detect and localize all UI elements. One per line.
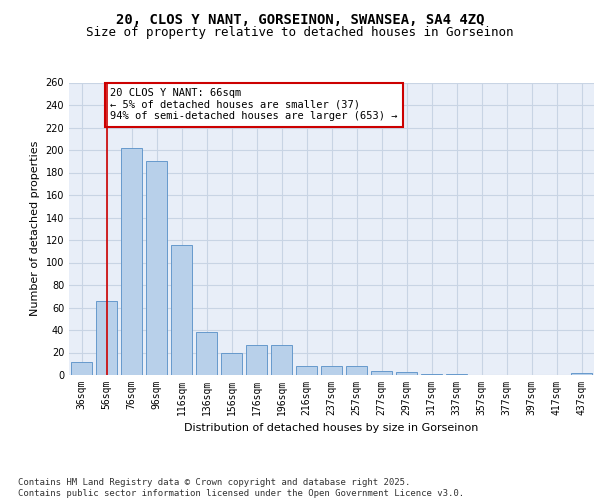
Bar: [196, 332, 217, 375]
Bar: [221, 352, 242, 375]
Bar: [296, 366, 317, 375]
Bar: [371, 370, 392, 375]
Bar: [446, 374, 467, 375]
Bar: [96, 300, 117, 375]
Bar: [271, 344, 292, 375]
Text: 20, CLOS Y NANT, GORSEINON, SWANSEA, SA4 4ZQ: 20, CLOS Y NANT, GORSEINON, SWANSEA, SA4…: [116, 12, 484, 26]
Bar: [246, 344, 267, 375]
Bar: [171, 244, 192, 375]
Bar: [571, 373, 592, 375]
Y-axis label: Number of detached properties: Number of detached properties: [30, 141, 40, 316]
Text: Size of property relative to detached houses in Gorseinon: Size of property relative to detached ho…: [86, 26, 514, 39]
Text: 20 CLOS Y NANT: 66sqm
← 5% of detached houses are smaller (37)
94% of semi-detac: 20 CLOS Y NANT: 66sqm ← 5% of detached h…: [110, 88, 398, 122]
Bar: [321, 366, 342, 375]
Bar: [346, 366, 367, 375]
X-axis label: Distribution of detached houses by size in Gorseinon: Distribution of detached houses by size …: [184, 424, 479, 434]
Bar: [71, 362, 92, 375]
Text: Contains HM Land Registry data © Crown copyright and database right 2025.
Contai: Contains HM Land Registry data © Crown c…: [18, 478, 464, 498]
Bar: [121, 148, 142, 375]
Bar: [396, 372, 417, 375]
Bar: [421, 374, 442, 375]
Bar: [146, 161, 167, 375]
